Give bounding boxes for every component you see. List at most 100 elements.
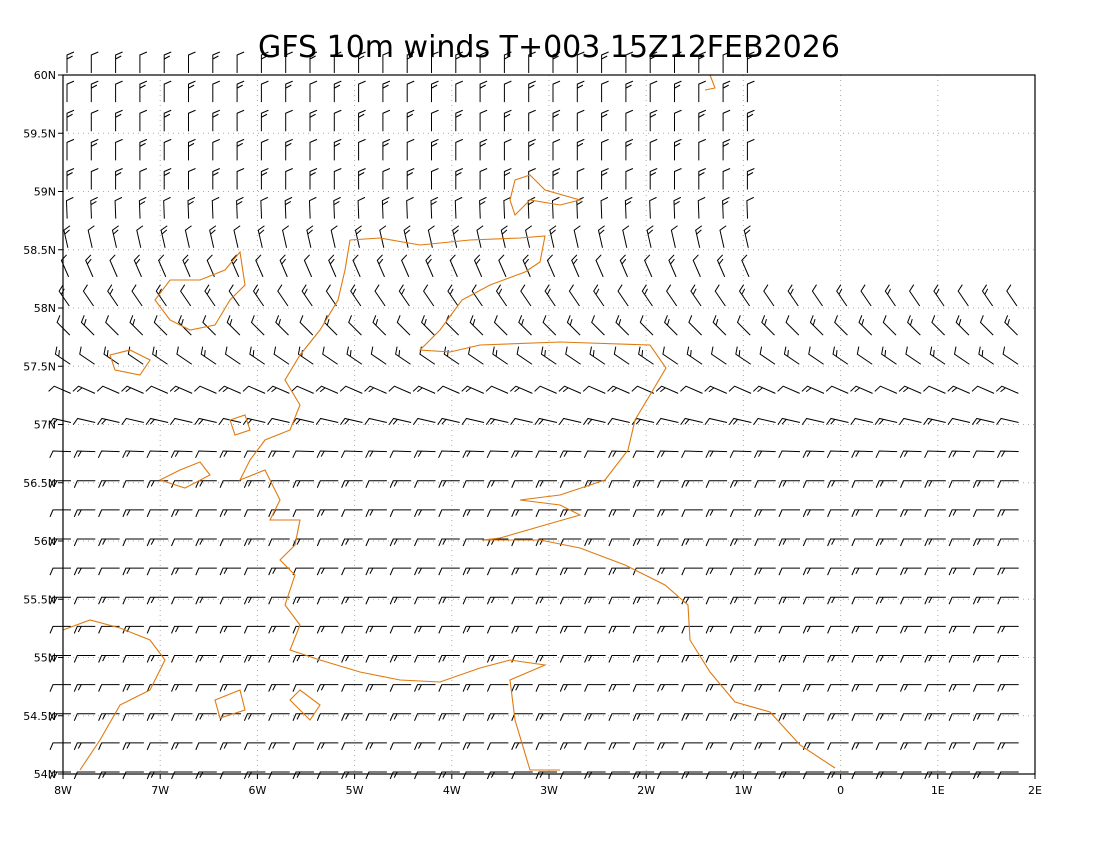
wind-barb [615,315,630,336]
wind-barb [632,655,655,663]
wind-barb [851,655,873,663]
wind-barb [759,346,776,365]
wind-barb [438,450,460,459]
wind-barb [389,480,412,488]
wind-barb [584,538,606,547]
wind-barb [680,385,703,394]
wind-barb [171,771,193,780]
wind-barb [996,450,1019,459]
wind-barb [452,225,460,248]
wind-barb [584,625,606,634]
wind-barb [146,742,169,751]
y-tick-label: 57.5N [23,360,56,373]
wind-barb [211,196,220,219]
wind-barb [414,509,436,518]
wind-barb [827,596,849,605]
wind-barb [414,742,436,751]
wind-barb [632,625,655,634]
wind-barb [129,315,144,336]
wind-barb [595,254,604,278]
wind-barb [316,742,339,751]
wind-barb [971,417,995,425]
wind-barb [73,771,96,780]
wind-barb [257,225,265,248]
wind-barb [171,655,193,663]
wind-barb [503,168,512,190]
wind-barb [704,385,727,394]
wind-barb [511,684,533,692]
wind-barb [370,346,387,365]
wind-barb [115,109,123,132]
wind-barb [260,109,269,132]
wind-barb [486,509,509,518]
wind-barb [486,713,509,721]
wind-barb [511,596,533,605]
wind-barb [176,346,193,365]
wind-barb [851,771,873,780]
wind-barb [49,625,71,634]
x-tick-label: 4W [443,784,461,797]
coastline [62,74,836,771]
wind-barb [576,80,585,103]
wind-barb [681,450,703,459]
wind-barb [255,254,264,278]
wind-barb [236,51,245,73]
wind-barb [395,346,411,365]
wind-barb [851,742,873,751]
wind-barb [929,346,946,365]
wind-barb [49,742,71,751]
wind-barb [381,196,390,219]
wind-barb [90,51,99,73]
wind-barb [681,625,703,634]
wind-barb [778,655,800,663]
wind-barb [486,450,509,459]
wind-barb [722,109,731,132]
wind-barb [376,254,385,278]
wind-barb [972,771,995,780]
y-tick-label: 55N [34,652,56,665]
wind-barb [316,655,339,663]
wind-barb [881,346,897,365]
wind-barb [875,742,898,751]
wind-barb [412,417,436,425]
wind-barb [639,315,654,336]
wind-barb [743,225,751,248]
wind-barb [365,655,387,663]
wind-barb [163,168,172,190]
x-tick-label: 2E [1028,784,1042,797]
wind-barb [219,480,242,488]
wind-barb [860,284,872,307]
wind-barb [754,713,776,721]
wind-barb [49,684,71,692]
wind-barb [754,567,776,576]
wind-barb [358,168,366,190]
wind-barb [73,742,96,751]
wind-barb [948,509,971,518]
wind-barb [736,315,751,336]
wind-barb [601,168,609,190]
wind-barb [875,625,898,634]
wind-barb [243,684,266,692]
wind-barb [995,385,1019,394]
wind-barb [180,284,192,307]
wind-barb [243,655,266,663]
wind-barb [401,254,410,278]
wind-barb [826,450,849,459]
wind-barb [778,450,801,459]
wind-barb [778,509,800,518]
wind-barb [875,771,898,780]
wind-barb [649,168,658,190]
wind-barb [73,713,96,721]
wind-barb [73,567,96,576]
wind-barb [534,385,557,394]
wind-barb [107,284,119,307]
wind-barb [716,254,726,278]
coast-west [238,239,560,771]
wind-barb [230,254,240,278]
wind-barb [851,450,873,459]
wind-barb [333,51,342,73]
x-tick-label: 2W [637,784,655,797]
wind-barb [584,567,606,576]
wind-barb [212,168,220,190]
wind-barb [559,509,582,518]
